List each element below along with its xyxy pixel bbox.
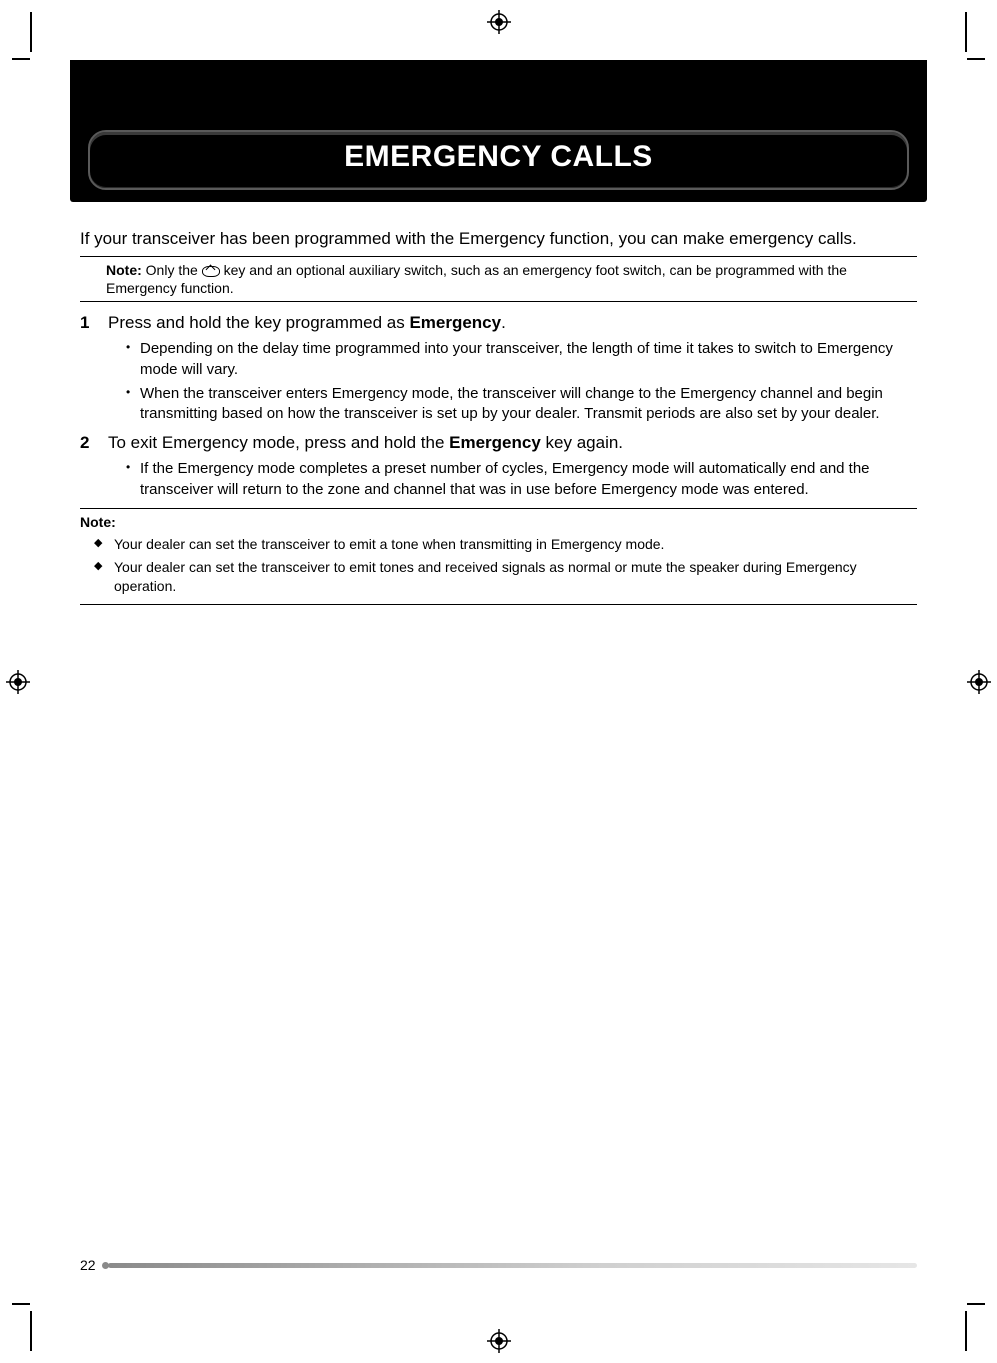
registration-mark-icon <box>487 1329 511 1353</box>
step-1-pre: Press and hold the key programmed as <box>108 313 409 332</box>
note2-list: Your dealer can set the transceiver to e… <box>80 535 917 605</box>
title-pill: EMERGENCY CALLS <box>88 130 909 190</box>
step-2: To exit Emergency mode, press and hold t… <box>80 432 917 499</box>
page-footer: 22 <box>80 1257 917 1273</box>
registration-mark-icon <box>487 10 511 34</box>
page-title: EMERGENCY CALLS <box>90 140 907 174</box>
aux-key-icon <box>202 266 220 277</box>
step-1-sub-2: When the transceiver enters Emergency mo… <box>126 384 917 425</box>
step-1-bold: Emergency <box>409 313 501 332</box>
registration-mark-icon <box>6 670 30 694</box>
note-label: Note: <box>106 262 142 278</box>
intro-paragraph: If your transceiver has been programmed … <box>80 228 917 250</box>
page-content: EMERGENCY CALLS If your transceiver has … <box>70 60 927 1303</box>
step-1: Press and hold the key programmed as Eme… <box>80 312 917 424</box>
steps-list: Press and hold the key programmed as Eme… <box>80 312 917 499</box>
crop-mark <box>967 1303 985 1305</box>
crop-mark <box>967 58 985 60</box>
crop-mark <box>30 12 32 52</box>
page-number: 22 <box>80 1257 96 1273</box>
crop-mark <box>12 1303 30 1305</box>
note2-item-1: Your dealer can set the transceiver to e… <box>94 535 917 554</box>
step-1-sub-1: Depending on the delay time programmed i… <box>126 339 917 380</box>
note-box: Note: Only the key and an optional auxil… <box>80 256 917 302</box>
note2-item-2: Your dealer can set the transceiver to e… <box>94 558 917 596</box>
step-2-bold: Emergency <box>449 433 541 452</box>
step-2-sublist: If the Emergency mode completes a preset… <box>126 459 917 500</box>
step-2-pre: To exit Emergency mode, press and hold t… <box>108 433 449 452</box>
step-2-sub-1: If the Emergency mode completes a preset… <box>126 459 917 500</box>
crop-mark <box>12 58 30 60</box>
footer-bar <box>108 1263 917 1268</box>
step-2-post: key again. <box>541 433 623 452</box>
step-1-post: . <box>501 313 506 332</box>
body-text: If your transceiver has been programmed … <box>70 202 927 605</box>
crop-mark <box>965 1311 967 1351</box>
step-1-sublist: Depending on the delay time programmed i… <box>126 339 917 424</box>
registration-mark-icon <box>967 670 991 694</box>
note2-label: Note: <box>80 514 116 530</box>
header-black-region: EMERGENCY CALLS <box>70 60 927 202</box>
note-text-1: Only the <box>146 262 198 278</box>
note2-region: Note: Your dealer can set the transceive… <box>80 508 917 605</box>
crop-mark <box>965 12 967 52</box>
crop-mark <box>30 1311 32 1351</box>
